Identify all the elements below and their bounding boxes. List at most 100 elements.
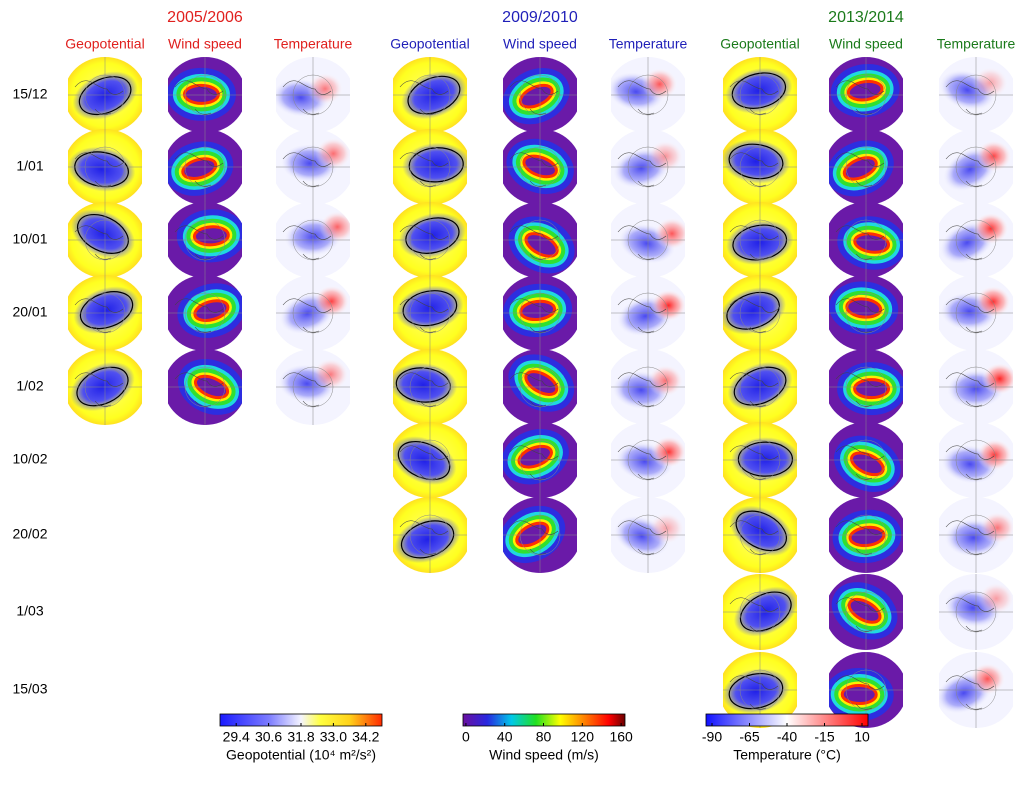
row-label: 1/01 [16,158,43,174]
map-disc [931,200,1018,280]
column-label: Temperature [937,36,1016,52]
map-disc [934,495,1018,575]
colorbar-tick-label: 33.0 [320,729,347,745]
map-panel [62,347,147,427]
map-panels [62,55,1018,730]
warm [977,439,1013,471]
map-panel [498,273,582,353]
map-panel [269,55,355,135]
warm [654,218,690,250]
map-disc [934,420,1018,500]
warm [315,138,351,170]
map-panel [387,347,472,427]
map-panel [718,572,806,652]
map-panel [824,55,908,135]
column-label: Temperature [274,36,353,52]
map-panel [606,347,690,427]
colorbar-label: Geopotential (10⁴ m²/s²) [226,747,376,763]
map-panel [498,200,582,280]
map-panel [824,495,908,575]
map-panel [606,495,690,575]
map-panel [718,127,802,207]
map-disc [934,273,1018,353]
map-panel [271,347,355,427]
row-label: 20/02 [12,526,47,542]
map-disc [498,420,582,500]
warm [972,67,1008,99]
map-panel [718,200,802,280]
map-panel [271,127,355,207]
map-disc [606,127,690,207]
colorbar-tick-label: -65 [739,729,759,745]
warm [651,289,687,321]
map-disc [603,55,690,135]
map-disc [718,127,802,207]
map-panel [163,200,247,280]
colorbar-label: Wind speed (m/s) [489,747,599,763]
map-disc [163,55,247,135]
map-disc [929,650,1018,730]
row-label: 10/02 [12,451,47,467]
map-panel [163,347,248,427]
map-panel [498,347,582,427]
colorbar-tick-label: 40 [497,729,513,745]
map-disc [824,347,908,427]
map-disc [271,347,355,427]
map-panel [498,127,582,207]
map-disc [824,572,908,652]
warm [647,140,683,172]
map-disc [63,127,147,207]
column-label: Geopotential [720,36,799,52]
map-panel [824,273,908,353]
warm [313,358,349,390]
map-disc [498,200,582,280]
map-panel [606,420,690,500]
colorbar-tick-label: -15 [814,729,834,745]
map-panel [934,347,1018,427]
colorbar-tick-label: 30.6 [255,729,282,745]
map-panel [163,127,247,207]
map-panel [934,273,1018,353]
column-label: Geopotential [65,36,144,52]
group-title: 2009/2010 [502,9,578,26]
map-disc [718,55,802,135]
map-panel [271,273,355,353]
warm [980,512,1016,544]
map-panel [714,273,802,353]
column-label: Geopotential [390,36,469,52]
map-disc [824,200,908,280]
map-panel [606,200,690,280]
map-disc [824,495,908,575]
map-disc [714,273,802,353]
column-label: Wind speed [168,36,242,52]
map-panel [388,495,472,575]
map-disc [271,273,355,353]
map-disc [388,495,472,575]
group-title: 2005/2006 [167,9,243,26]
map-disc [934,127,1018,207]
map-disc [63,273,147,353]
map-disc [824,273,908,353]
map-disc [934,347,1018,427]
map-panel [824,420,908,500]
colorbar-tick-label: 160 [609,729,633,745]
map-panel [63,199,147,280]
colorbar-tick-label: 80 [536,729,552,745]
map-disc [718,200,802,280]
row-label: 1/02 [16,378,43,394]
warm [982,363,1018,395]
map-disc [718,420,802,500]
vortex [731,437,799,481]
warm [978,583,1014,615]
colorbar-tick-label: 29.4 [223,729,250,745]
colorbar-label: Temperature (°C) [733,747,841,763]
map-panel [63,55,147,135]
column-label: Wind speed [503,36,577,52]
warm [976,140,1012,172]
map-disc [606,273,690,353]
map-panel [934,495,1018,575]
map-disc [388,55,474,135]
row-label: 15/03 [12,681,47,697]
map-panel [63,273,147,353]
map-disc [163,200,247,280]
